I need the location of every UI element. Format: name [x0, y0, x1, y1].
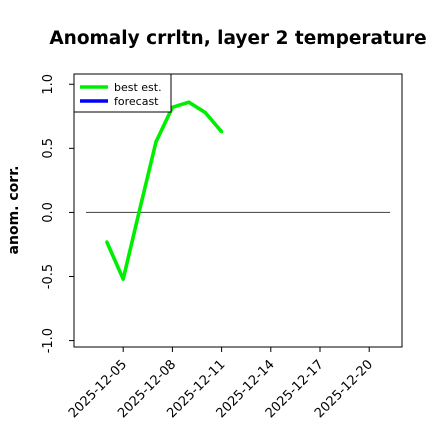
- y-tick-label: 1.0: [41, 74, 56, 95]
- series-line-best-est: [105, 100, 223, 281]
- y-tick-label: -0.5: [41, 264, 56, 289]
- data-point: [105, 240, 109, 244]
- legend-label-best-est: best est.: [114, 81, 162, 94]
- data-point: [203, 110, 207, 115]
- data-point: [170, 105, 174, 109]
- y-tick-label: 0.5: [41, 138, 56, 159]
- y-tick-label: 0.0: [41, 202, 56, 223]
- data-point: [220, 130, 224, 134]
- legend-box: [73, 73, 172, 113]
- y-tick-label: -1.0: [41, 328, 56, 353]
- y-axis-label: anom. corr.: [6, 166, 22, 255]
- plot-area-frame: [73, 73, 403, 348]
- data-point: [154, 140, 158, 144]
- data-point: [187, 100, 191, 104]
- data-point: [138, 208, 142, 212]
- chart-title: Anomaly crrltn, layer 2 temperature: [49, 28, 426, 49]
- data-point: [121, 277, 125, 281]
- legend: best est. forecast: [73, 73, 172, 113]
- legend-label-forecast: forecast: [114, 95, 159, 108]
